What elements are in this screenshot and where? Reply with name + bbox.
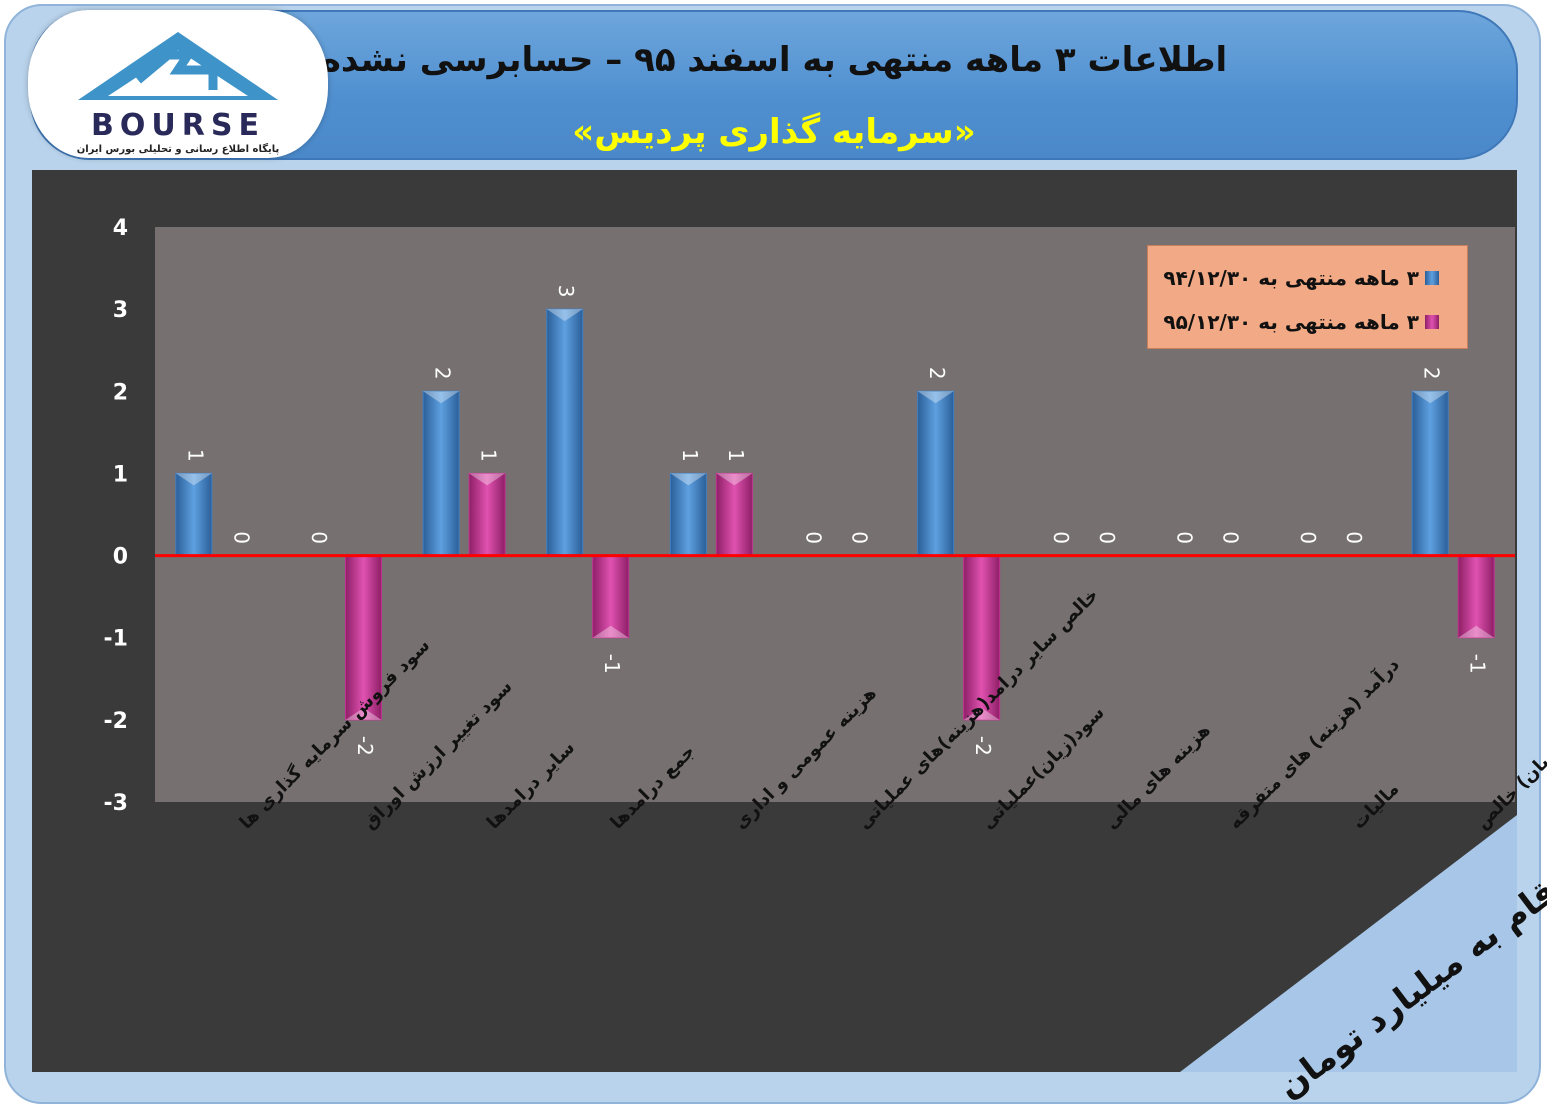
bar-bevel	[469, 473, 506, 486]
legend-swatch-icon	[1425, 271, 1439, 285]
data-label: 0	[1296, 531, 1320, 544]
bar-bevel	[1458, 625, 1495, 638]
data-label: 0	[1342, 531, 1366, 544]
data-label: 1	[477, 449, 501, 462]
y-tick-label: -3	[104, 791, 128, 816]
y-tick-label: 2	[113, 380, 128, 405]
bar	[715, 472, 753, 557]
y-tick-label: 4	[113, 216, 128, 241]
data-label: -2	[971, 736, 995, 756]
data-label: 2	[925, 367, 949, 380]
page-subtitle: «سرمایه گذاری پردیس»	[572, 112, 976, 152]
bar	[468, 472, 506, 557]
bar-bevel	[1412, 391, 1449, 404]
data-label: -1	[600, 654, 624, 674]
logo-tagline: پایگاه اطلاع رسانی و تحلیلی بورس ایران	[76, 144, 280, 155]
legend-swatch-icon	[1425, 315, 1439, 329]
bar-bevel	[345, 707, 382, 720]
logo-mark-icon	[78, 32, 278, 100]
data-label: 3	[554, 285, 578, 298]
data-label: 0	[802, 531, 826, 544]
legend-label: ۳ ماهه منتهی به ۹۴/۱۲/۳۰	[1163, 266, 1419, 290]
bar	[1457, 555, 1495, 639]
data-label: 2	[1420, 367, 1444, 380]
bar	[546, 308, 584, 557]
data-label: 0	[1095, 531, 1119, 544]
legend-item-series2: ۳ ماهه منتهی به ۹۵/۱۲/۳۰	[1163, 310, 1439, 334]
data-label: 1	[724, 449, 748, 462]
bar	[917, 390, 955, 557]
data-label: 1	[678, 449, 702, 462]
y-tick-label: 1	[113, 462, 128, 487]
legend-label: ۳ ماهه منتهی به ۹۵/۱۲/۳۰	[1163, 310, 1419, 334]
data-label: 2	[431, 367, 455, 380]
data-label: 0	[1218, 531, 1242, 544]
logo-text: BOURSE	[91, 108, 265, 143]
data-label: 0	[848, 531, 872, 544]
bar	[1411, 390, 1449, 557]
bar-bevel	[670, 473, 707, 486]
data-label: 0	[229, 531, 253, 544]
data-label: 0	[307, 531, 331, 544]
bar-bevel	[917, 391, 954, 404]
data-label: 1	[183, 449, 207, 462]
bar-bevel	[592, 625, 629, 638]
chart-legend: ۳ ماهه منتهی به ۹۴/۱۲/۳۰ ۳ ماهه منتهی به…	[1147, 245, 1468, 349]
data-label: 0	[1049, 531, 1073, 544]
bar-bevel	[716, 473, 753, 486]
y-tick-label: -2	[104, 709, 128, 734]
y-tick-label: 3	[113, 298, 128, 323]
bar-bevel	[546, 309, 583, 322]
page-title: اطلاعات ۳ ماهه منتهی به اسفند ۹۵ – حسابر…	[320, 40, 1228, 80]
data-label: 0	[1172, 531, 1196, 544]
y-tick-label: 0	[113, 545, 128, 570]
bar	[344, 555, 382, 721]
bourse-logo: BOURSE پایگاه اطلاع رسانی و تحلیلی بورس …	[28, 10, 328, 158]
bar-bevel	[423, 391, 460, 404]
bar-bevel	[175, 473, 212, 486]
legend-item-series1: ۳ ماهه منتهی به ۹۴/۱۲/۳۰	[1163, 266, 1439, 290]
data-label: -2	[353, 736, 377, 756]
y-tick-label: -1	[104, 627, 128, 652]
unit-note-banner	[1180, 815, 1517, 1072]
bar	[175, 472, 213, 557]
bar	[592, 555, 630, 639]
bar-bevel	[963, 707, 1000, 720]
bar	[422, 390, 460, 557]
data-label: -1	[1466, 654, 1490, 674]
bar	[669, 472, 707, 557]
